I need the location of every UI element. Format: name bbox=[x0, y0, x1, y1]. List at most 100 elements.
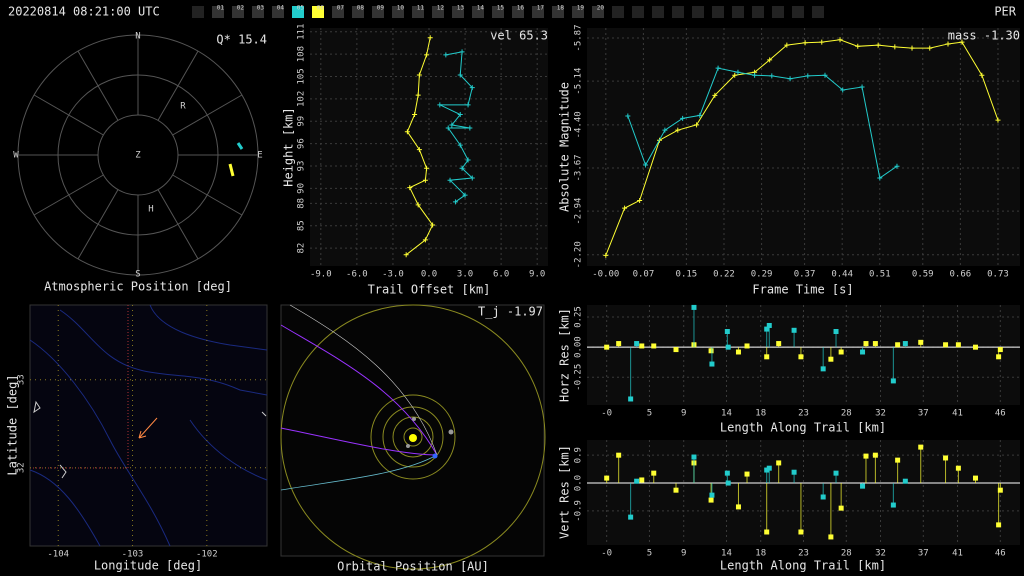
y-axis-label: Horz Res [km] bbox=[558, 308, 572, 402]
stem-marker bbox=[628, 396, 634, 402]
x-axis-label: Longitude [deg] bbox=[94, 559, 202, 573]
y-tick-label: -5.14 bbox=[574, 68, 584, 95]
frame-label: 12 bbox=[437, 5, 445, 12]
stem-marker bbox=[725, 344, 731, 350]
frame-box bbox=[712, 6, 724, 18]
stem-marker bbox=[791, 327, 797, 333]
orbit-diagram bbox=[280, 304, 546, 570]
point-marker bbox=[462, 192, 468, 198]
stem-marker bbox=[943, 342, 949, 348]
annotation: Q* 15.4 bbox=[216, 33, 267, 47]
y-axis-label: Absolute Magnitude bbox=[558, 82, 572, 212]
y-tick-label: -0.9 bbox=[574, 500, 584, 522]
polar-spoke bbox=[77, 50, 119, 121]
x-tick-label: -3.0 bbox=[382, 270, 404, 280]
stem-marker bbox=[890, 378, 896, 384]
point-marker bbox=[637, 197, 643, 203]
stem-marker bbox=[735, 349, 741, 355]
x-tick-label: 32 bbox=[875, 409, 886, 419]
x-tick-label: 14 bbox=[721, 549, 732, 559]
stem-marker bbox=[798, 354, 804, 360]
x-tick-label: 0.59 bbox=[912, 270, 934, 280]
stem-marker bbox=[860, 349, 866, 355]
stem-marker bbox=[604, 344, 610, 350]
point-marker bbox=[603, 252, 609, 258]
x-tick-label: 18 bbox=[755, 409, 766, 419]
point-marker bbox=[877, 175, 883, 181]
frame-box bbox=[792, 6, 804, 18]
x-axis-label: Length Along Trail [km] bbox=[720, 421, 886, 435]
stem-marker bbox=[766, 465, 772, 471]
point-marker bbox=[875, 42, 881, 48]
x-tick-label: 46 bbox=[995, 409, 1006, 419]
y-tick-label: 0.25 bbox=[574, 306, 584, 328]
frame-label: 04 bbox=[277, 5, 285, 12]
point-marker bbox=[805, 73, 811, 79]
sky-trail bbox=[228, 163, 235, 177]
y-tick-label: 0.00 bbox=[574, 336, 584, 358]
point-marker bbox=[787, 76, 793, 82]
stem-marker bbox=[872, 341, 878, 347]
stem-marker bbox=[996, 354, 1002, 360]
station: PER bbox=[994, 5, 1016, 19]
sky-marker: R bbox=[180, 102, 186, 112]
x-tick-label: 18 bbox=[755, 549, 766, 559]
stem-marker bbox=[833, 470, 839, 476]
stem-marker bbox=[725, 480, 731, 486]
point-marker bbox=[430, 222, 436, 228]
frame-label: 17 bbox=[537, 5, 545, 12]
stem-marker bbox=[651, 343, 657, 349]
stem-marker bbox=[918, 339, 924, 345]
panel-bg bbox=[280, 304, 545, 557]
x-tick-label: -9.0 bbox=[310, 270, 332, 280]
y-tick-label: 33 bbox=[17, 374, 27, 385]
stem-marker bbox=[820, 366, 826, 372]
stem-marker bbox=[863, 453, 869, 459]
point-marker bbox=[735, 69, 741, 75]
annotation: mass -1.30 bbox=[948, 29, 1020, 43]
x-tick-label: 0.66 bbox=[950, 270, 972, 280]
frame-box bbox=[672, 6, 684, 18]
y-tick-label: 90 bbox=[297, 183, 307, 194]
stem-marker bbox=[895, 342, 901, 348]
stem-marker bbox=[890, 502, 896, 508]
point-marker bbox=[927, 45, 933, 51]
x-tick-label: 5 bbox=[647, 549, 652, 559]
x-tick-label: 46 bbox=[995, 549, 1006, 559]
point-marker bbox=[945, 41, 951, 47]
stem-marker bbox=[744, 471, 750, 477]
frame-label: 19 bbox=[577, 5, 585, 12]
x-tick-label: 23 bbox=[798, 409, 809, 419]
stem-marker bbox=[616, 341, 622, 347]
x-tick-label: 0.22 bbox=[713, 270, 735, 280]
point-marker bbox=[437, 102, 443, 108]
trajectory-arrow bbox=[138, 417, 158, 439]
stem-marker bbox=[943, 455, 949, 461]
point-marker bbox=[625, 113, 631, 119]
y-axis-label: Vert Res [km] bbox=[558, 445, 572, 539]
stem-marker bbox=[766, 322, 772, 328]
frame-label: 13 bbox=[457, 5, 465, 12]
x-tick-label: 3.0 bbox=[457, 270, 473, 280]
point-marker bbox=[697, 112, 703, 118]
stem-marker bbox=[791, 469, 797, 475]
frame-box bbox=[492, 6, 504, 18]
x-tick-label: 0.07 bbox=[633, 270, 655, 280]
frame-label: 07 bbox=[337, 5, 345, 12]
point-marker bbox=[465, 157, 471, 163]
stem-marker bbox=[764, 326, 770, 332]
frame-box bbox=[232, 6, 244, 18]
point-marker bbox=[412, 112, 418, 118]
point-marker bbox=[909, 45, 915, 51]
stem-marker bbox=[997, 487, 1003, 493]
stem-marker bbox=[634, 478, 640, 484]
frame-box bbox=[512, 6, 524, 18]
point-marker bbox=[859, 84, 865, 90]
stem-marker bbox=[902, 341, 908, 347]
x-tick-label: -0 bbox=[601, 549, 612, 559]
x-tick-label: 9 bbox=[681, 549, 686, 559]
point-marker bbox=[784, 42, 790, 48]
polar-spoke bbox=[157, 50, 199, 121]
